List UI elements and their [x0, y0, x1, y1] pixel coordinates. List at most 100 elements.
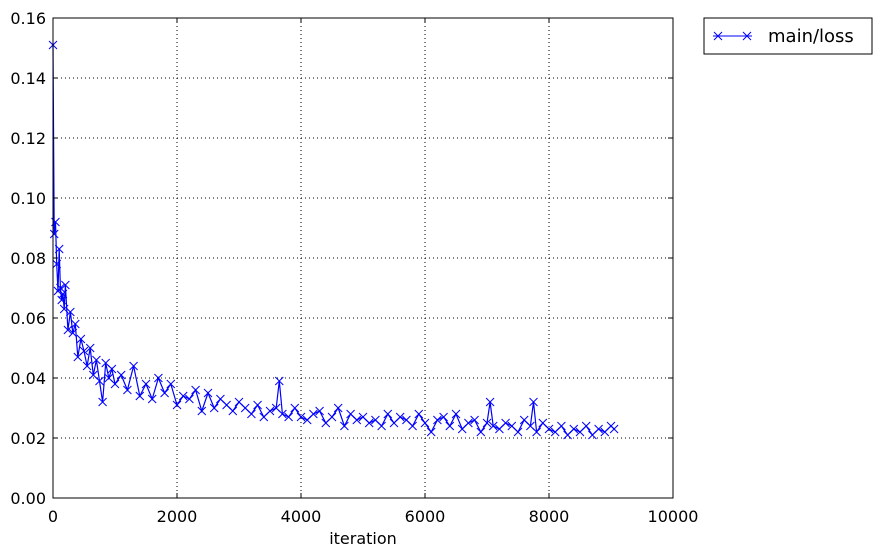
data-point [92, 355, 101, 365]
data-point [129, 361, 138, 371]
data-point [172, 400, 182, 410]
data-point [160, 388, 169, 398]
data-point [476, 427, 486, 437]
data-point [52, 259, 62, 269]
data-point [79, 346, 89, 356]
y-tick-label: 0.08 [10, 249, 46, 268]
data-point [166, 379, 176, 389]
data-point [191, 385, 200, 395]
y-tick-label: 0.04 [10, 369, 46, 388]
data-point [439, 412, 448, 422]
data-point [265, 406, 275, 416]
data-point [445, 421, 455, 431]
data-point [315, 406, 324, 416]
data-point [203, 388, 213, 398]
data-point [147, 394, 157, 404]
x-tick-label: 4000 [281, 507, 322, 526]
data-point [209, 403, 219, 413]
data-point [76, 334, 86, 344]
data-point [58, 289, 68, 299]
data-point [253, 400, 262, 410]
data-point [56, 283, 65, 293]
data-point [395, 412, 405, 422]
data-point [501, 418, 510, 428]
data-point [110, 379, 120, 389]
data-point [451, 409, 461, 419]
y-tick-label: 0.02 [10, 429, 46, 448]
data-point [609, 424, 619, 434]
x-tick-label: 6000 [405, 507, 446, 526]
data-point [85, 343, 95, 353]
data-point [383, 409, 393, 419]
data-point [488, 421, 498, 431]
data-point [569, 424, 579, 434]
data-point [98, 397, 107, 407]
data-point [49, 229, 59, 239]
data-point [95, 376, 104, 386]
data-point [278, 409, 287, 419]
x-axis-title: iteration [329, 529, 397, 548]
data-point [464, 418, 473, 428]
data-point [544, 424, 554, 434]
legend-markers [713, 31, 752, 41]
legend-marker [713, 31, 723, 41]
data-point [61, 280, 70, 290]
series-line [52, 44, 615, 436]
data-point [327, 412, 337, 422]
data-point [364, 418, 374, 428]
y-tick-label: 0.16 [10, 9, 46, 28]
ticks: 0 2000 4000 6000 8000 10000 0.00 0.02 0.04 0.06 0.… [10, 9, 698, 526]
data-point [309, 409, 318, 419]
data-point [154, 373, 163, 383]
data-point [247, 409, 256, 419]
data-point [532, 427, 541, 437]
data-point [70, 319, 80, 329]
legend-marker [742, 31, 752, 41]
data-point [414, 409, 424, 419]
x-tick-label: 2000 [157, 507, 198, 526]
data-point [377, 421, 386, 431]
data-point [529, 397, 538, 407]
data-point [178, 391, 188, 401]
data-point [82, 361, 92, 371]
data-point [433, 415, 442, 425]
data-point [340, 421, 349, 431]
data-point [107, 364, 117, 374]
data-point [296, 412, 306, 422]
grid [53, 18, 673, 498]
data-point [66, 307, 75, 317]
data-point [123, 385, 132, 395]
data-point [197, 406, 207, 416]
legend-label: main/loss [768, 26, 854, 47]
data-point [352, 415, 362, 425]
legend: main/loss [703, 17, 873, 55]
data-point [426, 427, 436, 437]
y-tick-label: 0.06 [10, 309, 46, 328]
data-point [594, 424, 603, 434]
y-tick-label: 0.12 [10, 129, 46, 148]
data-point [513, 427, 523, 437]
data-point [135, 391, 145, 401]
data-point [228, 406, 238, 416]
y-tick-label: 0.00 [10, 489, 46, 508]
data-point [185, 394, 194, 404]
series-layer [48, 40, 619, 440]
y-tick-label: 0.14 [10, 69, 46, 88]
data-point [333, 403, 343, 413]
x-tick-label: 8000 [529, 507, 570, 526]
data-point [59, 304, 69, 314]
data-point [482, 418, 492, 428]
x-tick-label: 10000 [648, 507, 699, 526]
data-point [68, 328, 78, 338]
y-tick-label: 0.10 [10, 189, 46, 208]
data-point [470, 415, 479, 425]
data-point [274, 376, 284, 386]
data-point [116, 370, 126, 380]
data-point [284, 412, 293, 422]
data-point [581, 421, 591, 431]
data-point [141, 379, 151, 389]
data-point [290, 403, 300, 413]
data-point [63, 325, 73, 335]
data-point [408, 421, 417, 431]
